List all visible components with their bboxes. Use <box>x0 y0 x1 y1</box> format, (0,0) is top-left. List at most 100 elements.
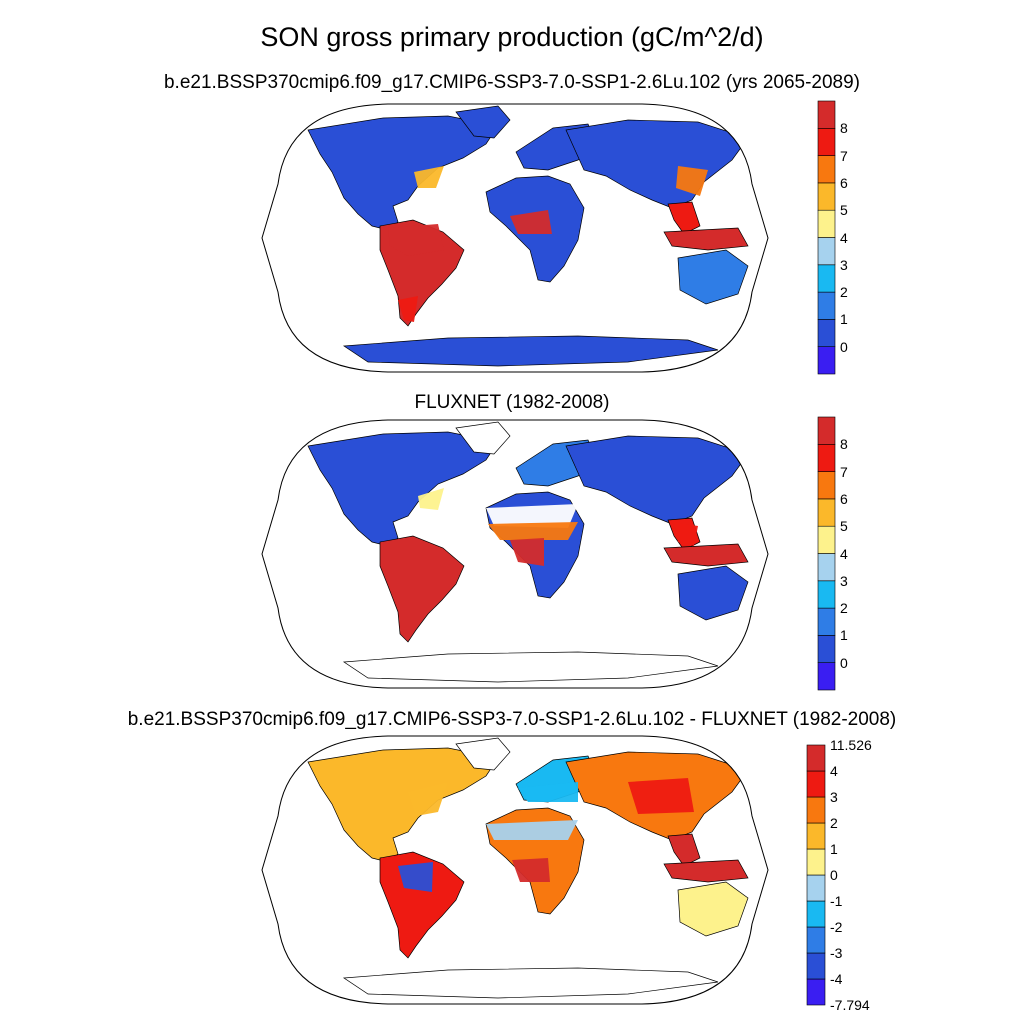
colorbar-label: 7 <box>840 147 848 164</box>
panel-2-title: FLUXNET (1982-2008) <box>414 392 610 413</box>
region-patch <box>674 522 698 546</box>
landmass-greenland <box>455 421 511 455</box>
colorbar-swatch <box>806 926 826 954</box>
colorbar-label: 2 <box>840 600 848 617</box>
colorbar-swatch <box>806 744 826 772</box>
fluxnet-gpp-map <box>248 416 782 692</box>
region-patch <box>510 538 544 566</box>
landmass-greenland <box>455 105 511 139</box>
colorbar-swatch <box>817 525 836 554</box>
colorbar-label: 0 <box>830 867 838 883</box>
colorbar-swatch <box>817 182 836 211</box>
region-patch <box>488 522 578 540</box>
colorbar-swatch <box>817 607 836 636</box>
colorbar-label: 3 <box>840 256 848 273</box>
colorbar-label: 5 <box>840 518 848 535</box>
colorbar-label: 3 <box>840 572 848 589</box>
colorbar-label: 1 <box>830 841 838 857</box>
map-frame <box>261 735 769 1005</box>
colorbar-label: 1 <box>840 311 848 328</box>
region-patch <box>628 778 694 814</box>
panel-3-title: b.e21.BSSP370cmip6.f09_g17.CMIP6-SSP3-7.… <box>127 709 897 730</box>
model-gpp-map <box>248 100 782 376</box>
colorbar-swatch <box>806 952 826 980</box>
colorbar-label: -2 <box>830 919 843 935</box>
landmass-australia <box>677 881 749 937</box>
landmass-asia <box>565 435 749 525</box>
colorbar-swatch <box>817 346 836 375</box>
colorbar-label: 1 <box>840 627 848 644</box>
landmass-indonesia <box>663 543 749 567</box>
colorbar-label: 5 <box>840 202 848 219</box>
colorbar-label: -4 <box>830 971 843 987</box>
landmass-indochina <box>667 201 701 235</box>
colorbar-svg <box>817 100 836 375</box>
region-patch <box>676 166 708 196</box>
colorbar-swatch <box>817 264 836 293</box>
colorbar-label: -3 <box>830 945 843 961</box>
colorbar-label: 0 <box>840 654 848 671</box>
region-patch <box>486 504 578 528</box>
colorbar-swatch <box>806 822 826 850</box>
landmass-asia <box>565 119 749 209</box>
landmass-antarctica <box>342 967 719 999</box>
colorbar-swatch <box>806 874 826 902</box>
panel-1-title: b.e21.BSSP370cmip6.f09_g17.CMIP6-SSP3-7.… <box>163 72 861 93</box>
map-svg <box>261 103 769 373</box>
colorbar-label: 0 <box>840 338 848 355</box>
map-svg <box>261 735 769 1005</box>
colorbar-label: 8 <box>840 436 848 453</box>
map-frame <box>261 103 769 373</box>
map-svg <box>261 419 769 689</box>
colorbar-swatch <box>817 471 836 500</box>
colorbar-swatch <box>806 770 826 798</box>
colorbar-label: -7.794 <box>830 997 870 1013</box>
colorbar-swatch <box>817 127 836 156</box>
colorbar-label: 6 <box>840 490 848 507</box>
colorbar-svg <box>806 744 826 1006</box>
colorbar-swatch <box>806 796 826 824</box>
landmass-southAmerica <box>379 535 465 643</box>
colorbar-label: 8 <box>840 120 848 137</box>
model-colorbar: 0 1 2 3 4 5 6 7 8 <box>817 100 937 393</box>
map-frame <box>261 419 769 689</box>
landmass-australia <box>677 565 749 621</box>
colorbar-label: 4 <box>840 229 848 246</box>
colorbar-svg <box>817 416 836 691</box>
colorbar-label: -1 <box>830 893 843 909</box>
region-patch <box>486 820 578 840</box>
colorbar-label: 2 <box>830 815 838 831</box>
colorbar-swatch <box>817 416 836 445</box>
colorbar-swatch <box>817 155 836 184</box>
colorbar-label: 11.526 <box>830 737 872 753</box>
region-patch <box>512 858 550 882</box>
colorbar-label: 2 <box>840 284 848 301</box>
colorbar-swatch <box>817 209 836 238</box>
colorbar-label: 4 <box>830 763 838 779</box>
colorbar-swatch <box>817 580 836 609</box>
region-patch <box>408 782 448 816</box>
colorbar-swatch <box>806 978 826 1006</box>
landmass-southAmerica <box>379 851 465 959</box>
colorbar-label: 7 <box>840 463 848 480</box>
colorbar-swatch <box>817 498 836 527</box>
colorbar-label: 6 <box>840 174 848 191</box>
figure-title: SON gross primary production (gC/m^2/d) <box>260 22 764 52</box>
colorbar-swatch <box>817 291 836 320</box>
region-patch <box>398 862 433 892</box>
region-patch <box>518 782 578 802</box>
colorbar-swatch <box>806 900 826 928</box>
landmass-indochina <box>667 833 701 867</box>
landmass-greenland <box>455 737 511 771</box>
landmass-antarctica <box>342 335 719 367</box>
region-patch <box>414 166 444 188</box>
region-patch <box>388 224 444 256</box>
fluxnet-colorbar: 0 1 2 3 4 5 6 7 8 <box>817 416 937 709</box>
colorbar-label: 4 <box>840 545 848 562</box>
region-patch <box>398 296 418 322</box>
difference-gpp-map <box>248 732 782 1008</box>
colorbar-swatch <box>817 100 836 129</box>
colorbar-swatch <box>817 237 836 266</box>
colorbar-swatch <box>817 635 836 663</box>
colorbar-swatch <box>817 443 836 472</box>
